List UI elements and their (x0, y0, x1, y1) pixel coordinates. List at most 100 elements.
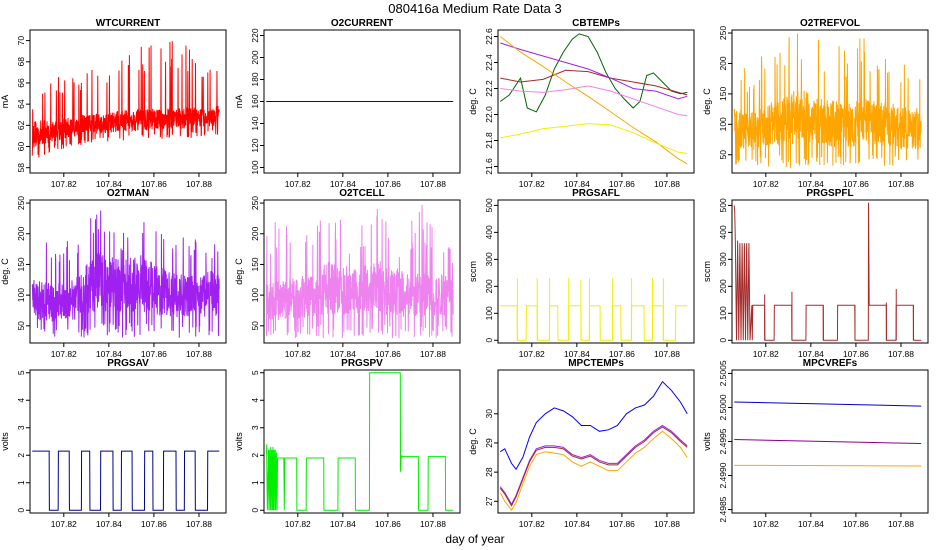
prgsav-series-prgsav (32, 450, 220, 511)
prgspv-ytick-label: 3 (250, 425, 260, 430)
o2tman-xtick-label: 107.82 (51, 349, 77, 359)
mpctemps-ylabel: deg. C (468, 428, 478, 455)
o2trefvol-series-o2trefvol (733, 33, 922, 168)
o2tcell-title: O2TCELL (339, 188, 385, 199)
panel-grid: WTCURRENT 58 60 62 64 66 68 70 107.82 107.84 107.8… (0, 18, 929, 529)
prgsav-ytick-label: 4 (16, 398, 26, 403)
o2tman-ylabel: deg. C (0, 258, 10, 285)
cbtemps-series-group (499, 33, 688, 165)
prgsav-title: PRGSAV (107, 358, 149, 369)
o2trefvol-xtick-label: 107.86 (843, 179, 869, 189)
o2trefvol-ytick-label: 200 (718, 56, 728, 70)
wtcurrent-ytick-label: 68 (16, 57, 26, 67)
o2tcell-ytick-label: 100 (250, 288, 260, 302)
wtcurrent-series-group (31, 41, 220, 158)
figure-title: 080416a Medium Rate Data 3 (388, 1, 561, 16)
prgspv-panel: PRGSPV 0 1 2 3 4 5 107.82 107.84 107.86 107.88 volt… (234, 358, 461, 529)
o2current-xtick-label: 107.88 (420, 179, 446, 189)
o2trefvol-ytick-label: 50 (718, 150, 728, 160)
cbtemps-ytick-label: 22.4 (484, 54, 494, 71)
o2tman-ytick-label: 50 (16, 321, 26, 331)
prgsafl-xtick-label: 107.86 (609, 349, 635, 359)
prgsav-ytick-label: 3 (16, 425, 26, 430)
mpcvrefs-series-orange (734, 464, 922, 467)
mpcvrefs-series-blue (734, 401, 922, 407)
prgsafl-xtick-label: 107.82 (519, 349, 545, 359)
prgspfl-xtick-label: 107.86 (843, 349, 869, 359)
cbtemps-series-brown (500, 69, 688, 96)
o2trefvol-panel: O2TREFVOL 50 100 150 200 250 107.82 107.84 107.8… (702, 18, 929, 189)
mpctemps-ytick-label: 27 (484, 496, 494, 506)
o2trefvol-xtick-label: 107.82 (753, 179, 779, 189)
prgspv-ylabel: volts (234, 432, 244, 451)
cbtemps-xtick-label: 107.84 (564, 179, 590, 189)
o2tman-ytick-label: 100 (16, 288, 26, 302)
prgspv-ytick-label: 2 (250, 453, 260, 458)
cbtemps-ytick-label: 22.6 (484, 28, 494, 45)
prgspv-series-group (265, 372, 454, 511)
mpcvrefs-ylabel: volts (702, 432, 712, 451)
wtcurrent-ytick-label: 58 (16, 163, 26, 173)
prgspfl-xtick-label: 107.84 (798, 349, 824, 359)
prgsafl-series-group (500, 278, 688, 341)
prgsafl-ytick-label: 500 (484, 198, 494, 212)
prgsafl-panel: PRGSAFL 0 100 200 300 400 500 107.82 107.84 107.8… (468, 188, 695, 359)
prgsafl-series-prgsafl (500, 305, 688, 341)
o2trefvol-ytick-label: 250 (718, 26, 728, 40)
mpcvrefs-ytick-label: 2.4985 (718, 496, 728, 522)
mpcvrefs-ytick-label: 2.4995 (718, 428, 728, 454)
o2tman-xtick-label: 107.88 (186, 349, 212, 359)
prgspv-series-prgspv (265, 372, 454, 511)
o2tcell-ylabel: deg. C (234, 258, 244, 285)
prgspfl-ytick-label: 300 (718, 252, 728, 266)
o2tman-ytick-label: 150 (16, 257, 26, 271)
x-axis-label: day of year (445, 532, 504, 546)
prgsafl-xtick-label: 107.84 (564, 349, 590, 359)
wtcurrent-panel: WTCURRENT 58 60 62 64 66 68 70 107.82 107.84 107.8… (0, 18, 227, 189)
prgspv-xtick-label: 107.86 (375, 519, 401, 529)
cbtemps-series-green (499, 33, 688, 113)
mpcvrefs-xtick-label: 107.84 (798, 519, 824, 529)
o2current-ytick-label: 140 (250, 116, 260, 130)
wtcurrent-ytick-label: 64 (16, 99, 26, 109)
mpctemps-xtick-label: 107.82 (519, 519, 545, 529)
mpcvrefs-panel: MPCVREFs 2.4985 2.4990 2.4995 2.5000 2.5005 10… (702, 358, 929, 529)
prgspv-title: PRGSPV (341, 358, 383, 369)
mpctemps-series-group (499, 380, 688, 511)
prgspfl-frame (731, 199, 929, 344)
o2tcell-ytick-label: 200 (250, 226, 260, 240)
prgsafl-ylabel: sccm (468, 261, 478, 282)
o2tman-ytick-label: 200 (16, 226, 26, 240)
cbtemps-ytick-label: 22.0 (484, 106, 494, 123)
o2tman-ytick-label: 250 (16, 196, 26, 210)
cbtemps-title: CBTEMPs (572, 18, 620, 29)
o2current-ytick-label: 180 (250, 72, 260, 86)
o2current-panel: O2CURRENT 100 120 140 160 180 200 220 107.82 107.… (234, 18, 461, 189)
mpcvrefs-ytick-label: 2.5000 (718, 394, 728, 420)
prgspfl-series-group (733, 202, 922, 341)
prgspfl-series-prgspfl (733, 202, 922, 341)
o2current-title: O2CURRENT (331, 18, 393, 29)
mpctemps-series-blue (499, 380, 688, 471)
prgsav-series-group (32, 450, 220, 511)
mpctemps-title: MPCTEMPs (568, 358, 624, 369)
o2trefvol-frame (731, 29, 929, 174)
wtcurrent-xtick-label: 107.86 (141, 179, 167, 189)
wtcurrent-xtick-label: 107.84 (96, 179, 122, 189)
mpctemps-series-orange (499, 430, 688, 511)
mpcvrefs-ytick-label: 2.4990 (718, 462, 728, 488)
prgsav-xtick-label: 107.86 (141, 519, 167, 529)
prgspfl-ytick-label: 200 (718, 279, 728, 293)
mpctemps-panel: MPCTEMPs 27 28 29 30 107.82 107.84 107.86 107.88… (468, 358, 695, 529)
prgsafl-title: PRGSAFL (572, 188, 620, 199)
o2tcell-series-group (265, 204, 454, 339)
o2tcell-ytick-label: 150 (250, 257, 260, 271)
wtcurrent-ylabel: mA (0, 95, 10, 109)
mpctemps-ytick-label: 30 (484, 409, 494, 419)
prgspv-xtick-label: 107.82 (285, 519, 311, 529)
cbtemps-series-orange (499, 36, 688, 165)
mpctemps-xtick-label: 107.86 (609, 519, 635, 529)
o2tman-frame (29, 199, 227, 344)
wtcurrent-frame (29, 29, 227, 174)
